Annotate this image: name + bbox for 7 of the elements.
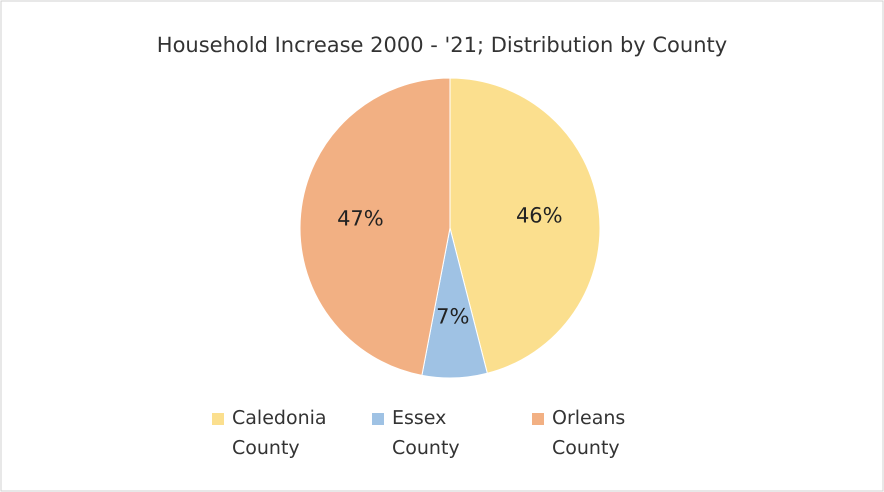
data-label: 47% <box>337 206 384 230</box>
legend-label: Caledonia County <box>232 407 327 459</box>
chart-title: Household Increase 2000 - '21; Distribution by County <box>156 33 728 57</box>
data-label: 46% <box>516 203 563 228</box>
legend-label: Orleans County <box>552 407 626 459</box>
data-label: 7% <box>436 304 470 329</box>
legend-label: Essex County <box>392 407 460 459</box>
